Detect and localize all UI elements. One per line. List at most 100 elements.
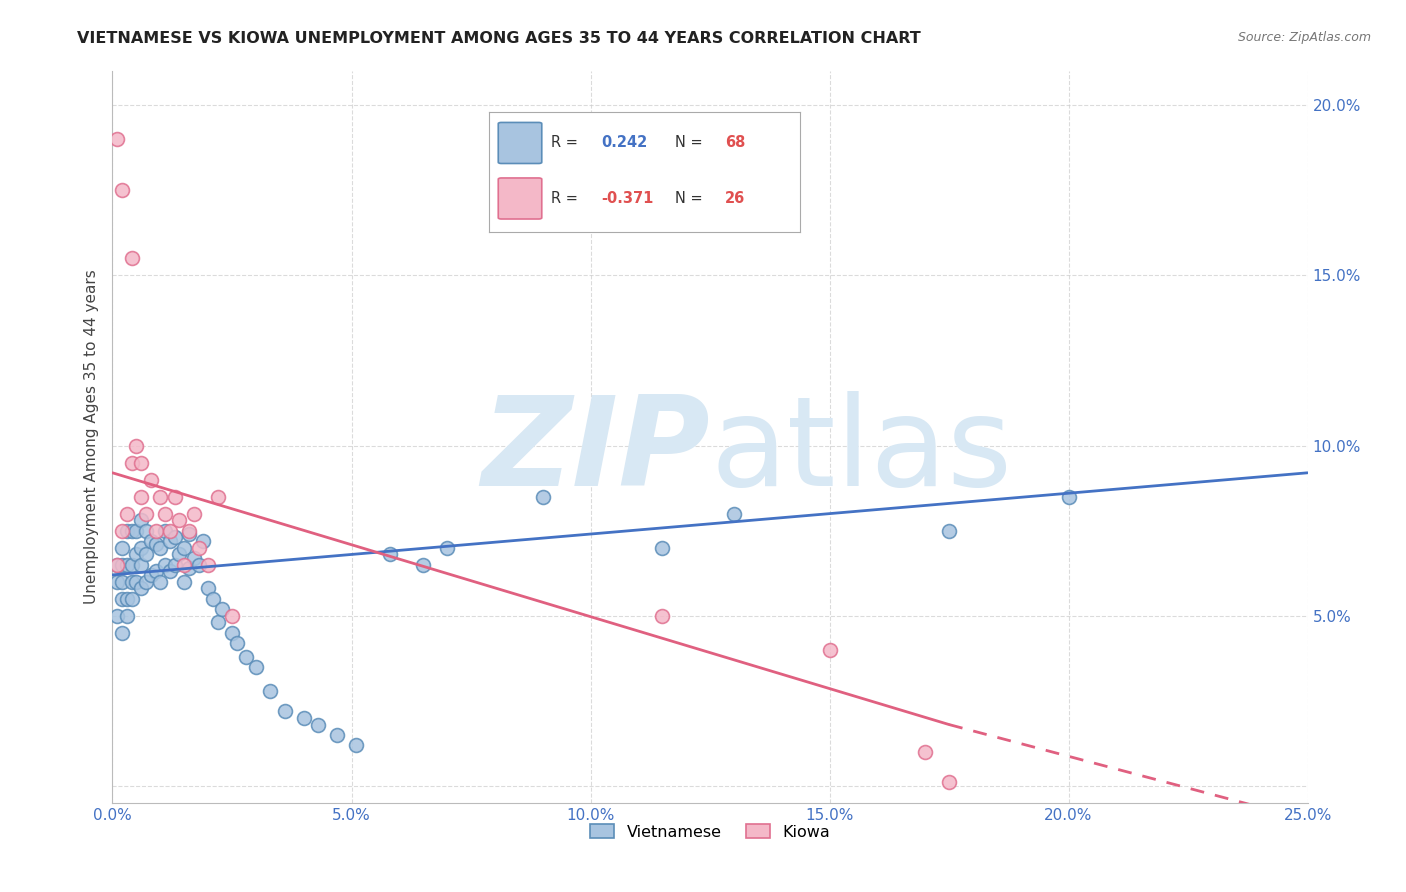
Point — [111, 591, 134, 606]
Point — [173, 574, 195, 589]
Point — [153, 524, 176, 538]
Point — [135, 524, 157, 538]
Point — [129, 582, 152, 596]
Point — [145, 537, 167, 551]
Point — [651, 608, 673, 623]
Point — [221, 608, 243, 623]
Point — [121, 456, 143, 470]
Point — [111, 574, 134, 589]
Y-axis label: Unemployment Among Ages 35 to 44 years: Unemployment Among Ages 35 to 44 years — [83, 269, 98, 605]
Point — [129, 541, 152, 555]
Point — [818, 642, 841, 657]
Point — [111, 625, 134, 640]
Point — [139, 533, 162, 548]
Point — [163, 531, 186, 545]
Point — [221, 625, 243, 640]
Point — [183, 550, 205, 565]
Point — [197, 558, 219, 572]
Point — [187, 541, 209, 555]
Point — [115, 608, 138, 623]
Point — [207, 490, 229, 504]
Point — [225, 636, 247, 650]
Point — [177, 527, 200, 541]
Point — [245, 659, 267, 673]
Point — [914, 745, 936, 759]
Point — [129, 490, 152, 504]
Point — [115, 524, 138, 538]
Point — [135, 548, 157, 562]
Point — [149, 490, 172, 504]
Point — [129, 456, 152, 470]
Point — [938, 775, 960, 789]
Point — [111, 558, 134, 572]
Point — [125, 548, 148, 562]
Point — [121, 524, 143, 538]
Point — [115, 507, 138, 521]
Point — [201, 591, 224, 606]
Point — [207, 615, 229, 630]
Point — [105, 132, 128, 146]
Point — [159, 524, 181, 538]
Point — [129, 558, 152, 572]
Point — [111, 183, 134, 197]
Point — [105, 558, 128, 572]
Point — [177, 561, 200, 575]
Point — [121, 558, 143, 572]
Point — [159, 533, 181, 548]
Point — [149, 541, 172, 555]
Point — [197, 582, 219, 596]
Point — [1057, 490, 1080, 504]
Point — [412, 558, 434, 572]
Point — [259, 683, 281, 698]
Point — [115, 591, 138, 606]
Point — [105, 608, 128, 623]
Point — [105, 574, 128, 589]
Point — [111, 541, 134, 555]
Point — [723, 507, 745, 521]
Point — [153, 558, 176, 572]
Point — [145, 524, 167, 538]
Point — [121, 591, 143, 606]
Point — [651, 541, 673, 555]
Point — [531, 490, 554, 504]
Point — [139, 567, 162, 582]
Point — [183, 507, 205, 521]
Point — [125, 524, 148, 538]
Point — [193, 533, 215, 548]
Point — [153, 507, 176, 521]
Point — [938, 524, 960, 538]
Point — [121, 574, 143, 589]
Point — [177, 524, 200, 538]
Point — [169, 548, 191, 562]
Point — [139, 473, 162, 487]
Text: VIETNAMESE VS KIOWA UNEMPLOYMENT AMONG AGES 35 TO 44 YEARS CORRELATION CHART: VIETNAMESE VS KIOWA UNEMPLOYMENT AMONG A… — [77, 31, 921, 46]
Point — [187, 558, 209, 572]
Legend: Vietnamese, Kiowa: Vietnamese, Kiowa — [583, 818, 837, 846]
Point — [173, 541, 195, 555]
Point — [125, 439, 148, 453]
Point — [163, 558, 186, 572]
Point — [145, 565, 167, 579]
Text: atlas: atlas — [710, 392, 1012, 512]
Point — [135, 574, 157, 589]
Point — [173, 558, 195, 572]
Point — [149, 574, 172, 589]
Point — [115, 558, 138, 572]
Point — [105, 558, 128, 572]
Point — [163, 490, 186, 504]
Text: Source: ZipAtlas.com: Source: ZipAtlas.com — [1237, 31, 1371, 45]
Point — [307, 717, 329, 731]
Text: ZIP: ZIP — [481, 392, 710, 512]
Point — [135, 507, 157, 521]
Point — [129, 513, 152, 527]
Point — [111, 524, 134, 538]
Point — [235, 649, 257, 664]
Point — [211, 602, 233, 616]
Point — [125, 574, 148, 589]
Point — [273, 704, 295, 718]
Point — [378, 548, 401, 562]
Point — [344, 738, 367, 752]
Point — [436, 541, 458, 555]
Point — [326, 728, 349, 742]
Point — [292, 711, 315, 725]
